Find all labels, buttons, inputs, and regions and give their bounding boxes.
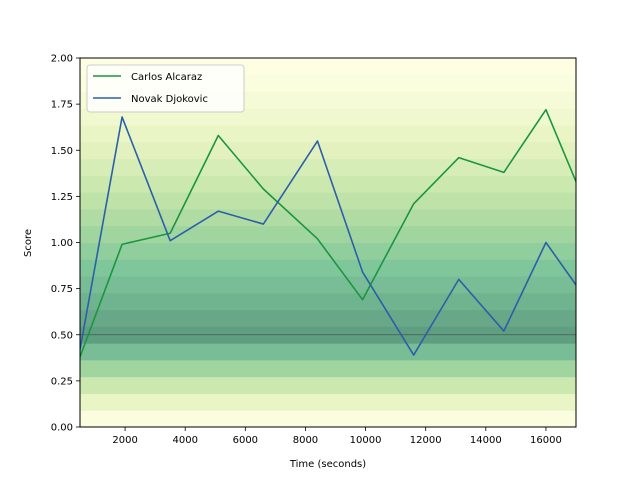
x-tick-label: 8000 [293, 435, 318, 446]
x-tick-label: 14000 [470, 435, 502, 446]
x-tick-label: 10000 [350, 435, 382, 446]
background-band [80, 376, 576, 394]
background-band [80, 192, 576, 210]
x-axis-label: Time (seconds) [289, 459, 366, 470]
y-tick-label: 0.25 [51, 376, 73, 387]
background-band [80, 259, 576, 277]
y-tick-label: 1.50 [51, 146, 73, 157]
background-band [80, 410, 576, 427]
background-band [80, 292, 576, 311]
background-bands [80, 58, 576, 427]
series-line-carlos-alcaraz [80, 108, 576, 358]
background-band [80, 208, 576, 227]
y-axis-label: Score [23, 229, 34, 257]
background-band [80, 141, 576, 160]
series-line-novak-djokovic [80, 116, 576, 356]
x-tick-label: 4000 [172, 435, 197, 446]
background-band [80, 108, 576, 126]
legend-box [86, 64, 245, 113]
y-tick-label: 2.00 [51, 54, 73, 65]
background-band [80, 276, 576, 294]
background-band [80, 175, 576, 193]
background-band [80, 343, 576, 361]
x-tick-label: 2000 [112, 435, 137, 446]
series-layer [80, 108, 576, 358]
background-band [80, 359, 576, 378]
x-tick-label: 12000 [410, 435, 442, 446]
y-axis: 0.00 0.25 0.50 0.75 1.00 1.25 1.50 1.75 2.00 [51, 54, 80, 434]
y-tick-label: 1.25 [51, 192, 73, 203]
y-tick-label: 0.75 [51, 284, 73, 295]
legend-label: Carlos Alcaraz [131, 72, 202, 83]
background-band [80, 393, 576, 411]
background-band [80, 125, 576, 143]
legend-label: Novak Djokovic [131, 94, 208, 105]
background-band [80, 242, 576, 260]
x-tick-label: 6000 [233, 435, 258, 446]
y-tick-label: 1.75 [51, 100, 73, 111]
legend: Carlos Alcaraz Novak Djokovic [86, 64, 245, 113]
y-tick-label: 0.00 [51, 423, 73, 434]
background-band [80, 309, 576, 327]
y-tick-label: 1.00 [51, 238, 73, 249]
x-axis: 2000 4000 6000 8000 10000 12000 14000 16000 [112, 427, 562, 446]
background-band [80, 225, 576, 243]
y-tick-label: 0.50 [51, 330, 73, 341]
x-tick-label: 16000 [530, 435, 562, 446]
